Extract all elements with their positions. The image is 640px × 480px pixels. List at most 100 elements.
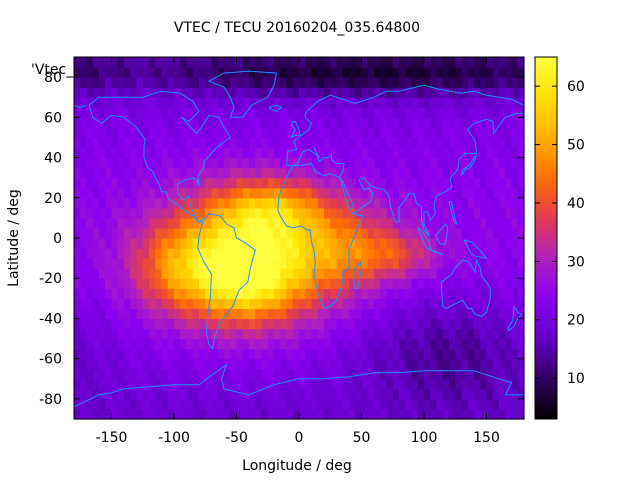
y-tick-label: 80 <box>44 70 62 86</box>
heatmap-cell <box>217 187 225 199</box>
heatmap-cell <box>80 157 88 169</box>
heatmap-cell <box>380 408 388 420</box>
heatmap-cell <box>186 388 194 400</box>
heatmap-cell <box>99 328 106 340</box>
heatmap-cell <box>167 157 175 169</box>
heatmap-cell <box>467 147 475 159</box>
heatmap-cell <box>217 157 225 169</box>
heatmap-cell <box>274 207 281 219</box>
heatmap-cell <box>355 137 363 149</box>
heatmap-cell <box>324 117 331 128</box>
heatmap-cell <box>492 318 500 330</box>
heatmap-cell <box>274 328 281 340</box>
heatmap-cell <box>399 127 406 139</box>
heatmap-cell <box>149 248 156 259</box>
heatmap-cell <box>511 288 519 299</box>
heatmap-cell <box>124 338 131 350</box>
heatmap-cell <box>424 217 431 229</box>
heatmap-cell <box>205 298 213 309</box>
heatmap-cell <box>155 278 163 289</box>
heatmap-cell <box>242 348 250 360</box>
heatmap-cell <box>367 338 375 350</box>
heatmap-cell <box>74 57 81 68</box>
heatmap-cell <box>142 238 150 249</box>
heatmap-cell <box>136 107 144 118</box>
heatmap-cell <box>242 258 250 269</box>
heatmap-cell <box>505 57 513 68</box>
heatmap-cell <box>211 117 219 128</box>
heatmap-cell <box>155 127 163 139</box>
heatmap-cell <box>80 137 88 149</box>
coastline <box>207 70 278 118</box>
heatmap-cell <box>136 308 144 320</box>
heatmap-cell <box>180 248 188 259</box>
heatmap-cell <box>299 238 306 249</box>
heatmap-cell <box>117 298 125 309</box>
heatmap-cell <box>192 358 200 370</box>
heatmap-cell <box>311 238 319 249</box>
heatmap-cell <box>405 197 413 209</box>
heatmap-cell <box>367 187 375 199</box>
heatmap-cell <box>305 368 313 380</box>
heatmap-cell <box>124 87 131 98</box>
heatmap-cell <box>486 298 494 309</box>
heatmap-cell <box>136 167 144 179</box>
heatmap-cell <box>505 127 513 139</box>
heatmap-cell <box>417 238 425 249</box>
heatmap-cell <box>111 57 119 68</box>
heatmap-cell <box>299 67 306 78</box>
heatmap-cell <box>92 87 100 98</box>
heatmap-cell <box>449 57 456 68</box>
heatmap-cell <box>274 318 281 330</box>
heatmap-cell <box>361 177 369 189</box>
heatmap-cell <box>292 87 300 98</box>
heatmap-cell <box>280 87 288 98</box>
heatmap-cell <box>292 197 300 209</box>
heatmap-cell <box>361 167 369 179</box>
heatmap-cell <box>117 258 125 269</box>
heatmap-cell <box>261 278 269 289</box>
heatmap-cell <box>224 278 231 289</box>
heatmap-cell <box>80 288 88 299</box>
heatmap-cell <box>242 328 250 340</box>
heatmap-cell <box>342 368 350 380</box>
heatmap-cell <box>86 248 94 259</box>
heatmap-cell <box>330 388 338 400</box>
heatmap-cell <box>124 288 131 299</box>
heatmap-cell <box>274 67 281 78</box>
heatmap-cell <box>149 278 156 289</box>
heatmap-cell <box>255 197 263 209</box>
heatmap-cell <box>492 147 500 159</box>
heatmap-cell <box>136 258 144 269</box>
heatmap-cell <box>242 207 250 219</box>
heatmap-cell <box>292 298 300 309</box>
heatmap-cell <box>355 268 363 279</box>
heatmap-cell <box>136 157 144 169</box>
heatmap-cell <box>186 117 194 128</box>
heatmap-cell <box>292 318 300 330</box>
heatmap-cell <box>411 258 419 269</box>
heatmap-cell <box>192 87 200 98</box>
heatmap-cell <box>124 268 131 279</box>
heatmap-cell <box>499 278 506 289</box>
heatmap-cell <box>236 288 244 299</box>
heatmap-cell <box>324 268 331 279</box>
heatmap-cell <box>74 258 81 269</box>
heatmap-cell <box>480 258 488 269</box>
heatmap-cell <box>261 248 269 259</box>
heatmap-cell <box>142 288 150 299</box>
heatmap-cell <box>155 97 163 108</box>
heatmap-cell <box>180 97 188 108</box>
heatmap-cell <box>461 67 469 78</box>
heatmap-cell <box>311 147 319 159</box>
heatmap-cell <box>80 57 88 68</box>
heatmap-cell <box>461 268 469 279</box>
heatmap-cell <box>86 378 94 390</box>
heatmap-cell <box>149 87 156 98</box>
heatmap-cell <box>292 338 300 350</box>
heatmap-cell <box>161 137 169 149</box>
heatmap-cell <box>217 87 225 98</box>
heatmap-cell <box>499 57 506 68</box>
heatmap-cell <box>411 167 419 179</box>
heatmap-cell <box>380 388 388 400</box>
